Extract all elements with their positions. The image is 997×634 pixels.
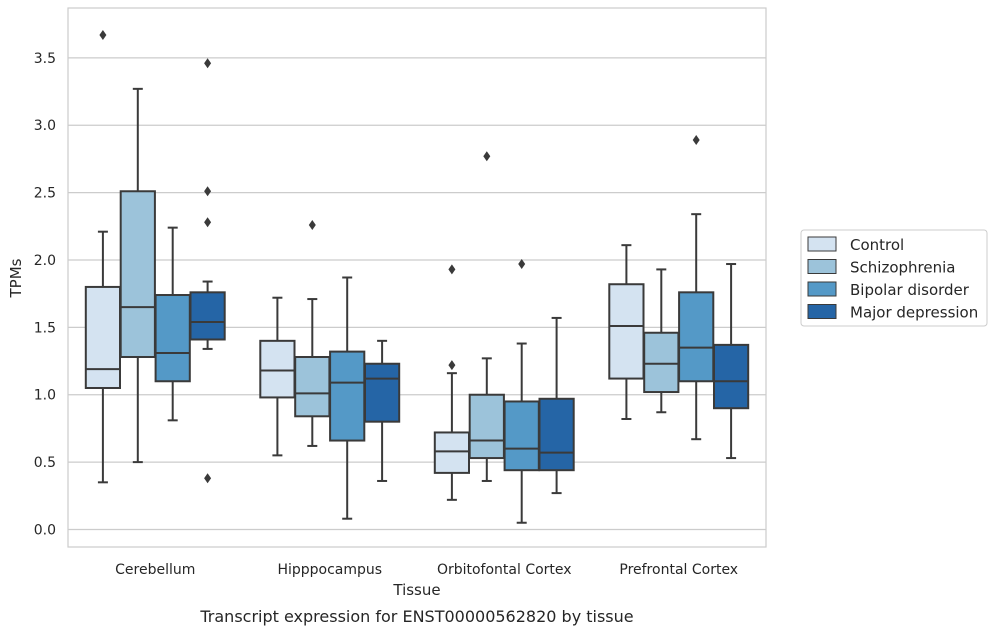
box-iqr	[119, 190, 156, 359]
plot-frame	[67, 7, 767, 548]
box-iqr	[329, 350, 366, 442]
legend-swatch	[807, 259, 837, 274]
y-tick-label: 3.0	[34, 118, 56, 134]
box-iqr	[294, 356, 331, 418]
outlier-point	[518, 259, 526, 270]
box-control	[433, 264, 471, 501]
outlier-point	[204, 186, 212, 197]
box-iqr	[468, 393, 505, 460]
chart-caption: Transcript expression for ENST0000056282…	[199, 607, 633, 626]
box-control	[84, 29, 122, 484]
outlier-point	[448, 264, 456, 275]
legend-swatch	[807, 236, 837, 252]
box-iqr	[154, 294, 191, 383]
outlier-point	[483, 151, 491, 162]
box-iqr	[84, 285, 122, 389]
box-bipolar-disorder	[329, 276, 366, 520]
box-iqr	[608, 283, 645, 380]
outlier-point	[99, 29, 107, 40]
box-control	[259, 296, 296, 457]
y-tick-label: 2.5	[34, 186, 56, 202]
x-tick-label: Prefrontal Cortex	[619, 562, 738, 578]
legend-swatch	[807, 281, 837, 297]
box-schizophrenia	[119, 87, 156, 464]
box-iqr	[433, 431, 471, 474]
box-major-depression	[189, 58, 226, 484]
outlier-point	[204, 217, 212, 228]
y-tick-label: 0.5	[34, 455, 56, 471]
x-tick-label: Cerebellum	[115, 562, 195, 578]
y-tick-label: 0.0	[34, 522, 56, 538]
box-schizophrenia	[468, 151, 505, 482]
legend-label: Bipolar disorder	[850, 281, 970, 299]
y-tick-label: 1.0	[34, 388, 56, 404]
box-bipolar-disorder	[154, 226, 191, 422]
x-tick-label: Orbitofontal Cortex	[437, 562, 572, 578]
box-iqr	[712, 343, 750, 410]
box-iqr	[678, 291, 715, 383]
outlier-point	[448, 360, 456, 371]
outlier-point	[204, 473, 212, 484]
box-iqr	[363, 362, 401, 423]
y-axis-title: TPMs	[7, 258, 25, 298]
box-bipolar-disorder	[503, 259, 540, 524]
y-tick-label: 3.5	[34, 51, 56, 67]
outlier-point	[308, 219, 316, 230]
outlier-point	[692, 135, 700, 146]
x-tick-labels: Cerebellum Hipppocampus Orbitofontal Corte…	[115, 562, 738, 578]
box-schizophrenia	[643, 268, 680, 414]
box-iqr	[643, 331, 680, 394]
box-major-depression	[712, 263, 750, 460]
legend-label: Schizophrenia	[850, 259, 955, 277]
y-tick-label: 2.0	[34, 253, 56, 269]
box-control	[608, 244, 645, 420]
box-iqr	[503, 400, 540, 472]
outlier-point	[204, 58, 212, 69]
legend-swatch	[807, 304, 837, 319]
box-bipolar-disorder	[678, 135, 715, 441]
box-iqr	[259, 339, 296, 399]
box-major-depression	[363, 339, 401, 482]
legend-label: Control	[850, 236, 904, 254]
legend: Control Schizophrenia Bipolar disorder Majo…	[800, 229, 988, 327]
box-iqr	[189, 291, 226, 341]
box-iqr	[538, 397, 575, 472]
legend-label: Major depression	[850, 304, 978, 322]
box-schizophrenia	[294, 219, 331, 447]
box-groups	[84, 29, 750, 524]
y-tick-labels: 0.0 0.5 1.0 1.5 2.0 2.5 3.0 3.5	[34, 51, 56, 539]
box-major-depression	[538, 316, 575, 495]
x-axis-title: Tissue	[392, 581, 440, 599]
x-tick-label: Hipppocampus	[277, 562, 382, 578]
y-tick-label: 1.5	[34, 320, 56, 336]
legend-frame	[800, 229, 988, 327]
